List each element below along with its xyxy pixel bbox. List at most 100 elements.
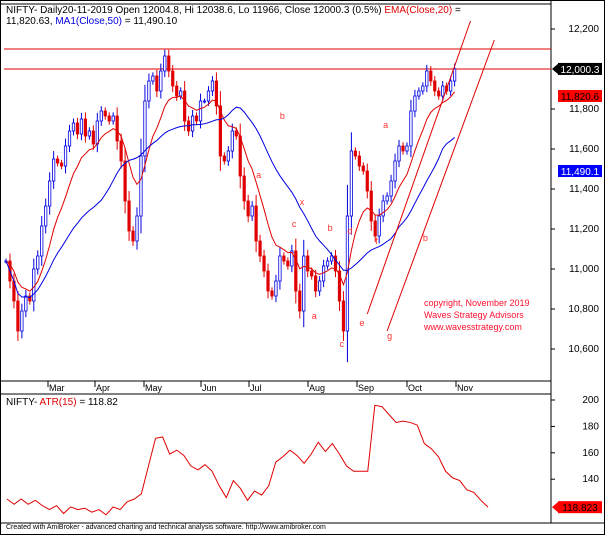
- ma-value-tag: 11,490.1: [561, 167, 600, 178]
- candle-body: [159, 70, 163, 92]
- candle-body: [333, 255, 338, 272]
- atr-header: NIFTY- ATR(15) = 118.82: [6, 397, 118, 408]
- candle-body: [190, 115, 195, 132]
- candle-body: [36, 255, 40, 270]
- ma-value-tag-bg: [558, 164, 602, 177]
- candle-body: [238, 135, 242, 177]
- atr-value-tag-arrow: [552, 501, 559, 514]
- x-tick-label-jun: Jun: [202, 383, 217, 393]
- atr-y-tick-label: 140: [582, 474, 599, 485]
- channel-trendline: [366, 20, 471, 315]
- atr-value: = 118.82: [76, 397, 118, 408]
- candle-body: [44, 205, 48, 227]
- candle-body: [24, 295, 28, 312]
- candle-body: [314, 275, 318, 292]
- atr-prefix: NIFTY-: [6, 397, 40, 408]
- candle-body: [373, 220, 377, 237]
- candle-body: [393, 160, 397, 182]
- ema-eq: =: [452, 5, 461, 16]
- candle-body: [214, 80, 219, 107]
- candle-body: [234, 130, 238, 137]
- candle-body: [266, 270, 270, 292]
- candle-body: [254, 205, 258, 242]
- candle-body: [262, 255, 266, 272]
- ema-value-tag-bg: [558, 90, 602, 102]
- wave-label: a: [312, 311, 317, 321]
- candle-body: [198, 100, 203, 122]
- candle-body: [413, 95, 417, 112]
- candle-body: [449, 80, 453, 92]
- candle-body: [175, 85, 179, 97]
- x-tick-label-sep: Sep: [358, 383, 374, 393]
- wave-label: e: [359, 318, 364, 328]
- atr-label: ATR(15): [39, 397, 77, 408]
- candle-body: [258, 240, 262, 257]
- candle-body: [290, 250, 294, 267]
- candle-body: [210, 80, 215, 92]
- last-close-tag-arrow: [552, 62, 559, 75]
- candle-body: [28, 295, 32, 302]
- wave-label: c: [339, 339, 344, 349]
- candle-body: [274, 280, 278, 297]
- candle-body: [329, 255, 334, 262]
- candle-body: [325, 260, 330, 267]
- candle-body: [401, 145, 405, 152]
- wave-label: b: [423, 233, 428, 243]
- candle-body: [409, 110, 413, 147]
- candle-body: [357, 155, 361, 167]
- candle-body: [218, 105, 222, 157]
- candle-body: [167, 55, 171, 72]
- candle-body: [421, 85, 425, 92]
- candle-body: [151, 75, 155, 82]
- candle-body: [441, 85, 445, 97]
- header-ohlc: NIFTY- Daily20-11-2019 Open 12004.8, Hi …: [6, 5, 385, 16]
- candle-body: [147, 80, 151, 102]
- candle-body: [91, 130, 95, 145]
- ma-line: [5, 106, 455, 298]
- wave-label: a: [383, 120, 388, 130]
- candle-body: [417, 90, 421, 97]
- ma-label: MA1(Close,50): [55, 16, 123, 27]
- candle-body: [230, 130, 234, 152]
- candle-body: [48, 180, 52, 207]
- candle-body: [127, 200, 131, 232]
- candle-body: [20, 310, 24, 332]
- channel-trendline: [386, 39, 495, 332]
- candle-body: [115, 115, 119, 142]
- ema-line: [5, 91, 456, 292]
- candle-body: [246, 200, 250, 217]
- atr-y-tick-label: 160: [582, 448, 599, 459]
- candle-body: [453, 68, 457, 82]
- candle-body: [155, 75, 159, 92]
- candle-body: [163, 55, 167, 72]
- candle-body: [405, 145, 409, 152]
- y-tick-label: 11,200: [569, 224, 599, 235]
- candle-body: [52, 158, 56, 182]
- x-tick-label-jul: Jul: [250, 383, 262, 393]
- candle-body: [433, 80, 437, 92]
- candle-body: [103, 110, 107, 117]
- last-close-tag-bg: [558, 62, 602, 75]
- atr-line: [6, 404, 489, 516]
- candle-body: [397, 145, 401, 162]
- footer-credit: Created with AmiBroker - advanced charti…: [6, 524, 326, 531]
- x-tick-label-may: May: [145, 383, 163, 393]
- wave-label: c: [292, 219, 297, 229]
- candle-body: [75, 122, 80, 135]
- candle-body: [365, 170, 369, 192]
- candle-body: [318, 280, 322, 292]
- candle-body: [341, 300, 346, 332]
- candle-body: [131, 230, 135, 242]
- candle-body: [337, 270, 342, 302]
- price-header-line1: NIFTY- Daily20-11-2019 Open 12004.8, Hi …: [6, 5, 461, 16]
- candle-body: [143, 100, 147, 157]
- candle-body: [425, 70, 429, 87]
- candle-body: [99, 110, 103, 122]
- candle-body: [294, 250, 298, 292]
- candle-body: [171, 70, 175, 87]
- x-tick-label-apr: Apr: [96, 383, 110, 393]
- candle-body: [206, 90, 211, 102]
- candle-body: [226, 150, 230, 162]
